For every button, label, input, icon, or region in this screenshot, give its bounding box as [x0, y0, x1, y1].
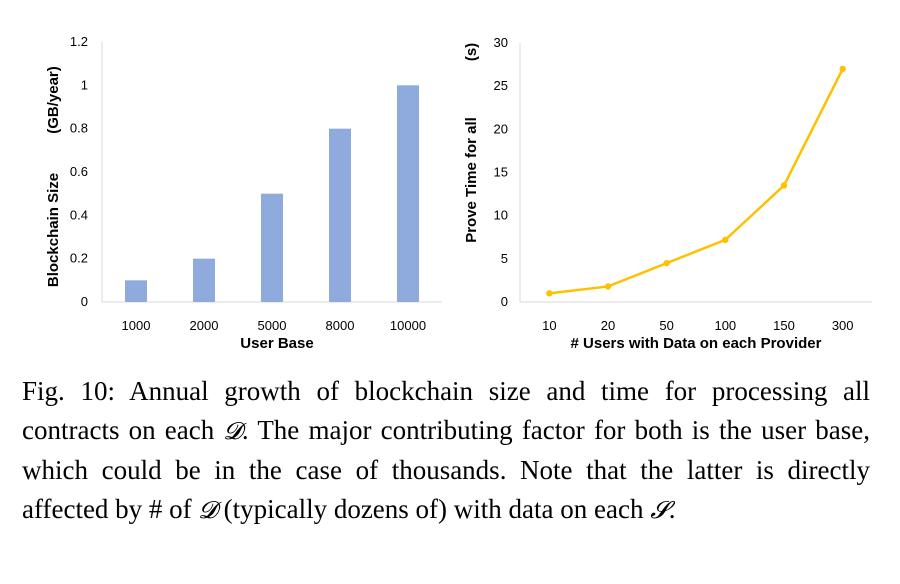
x-tick-label: 20: [601, 318, 615, 333]
data-point: [604, 283, 612, 290]
y-tick-label: 0: [501, 294, 508, 309]
y-axis-unit: (s): [463, 43, 480, 61]
y-tick-label: 1.2: [70, 34, 88, 49]
symbol-s: 𝓢: [650, 496, 669, 524]
x-tick-label: 50: [659, 318, 673, 333]
data-point: [780, 182, 788, 189]
x-tick-label: 2000: [190, 318, 219, 333]
y-tick-label: 0.8: [70, 121, 88, 136]
x-tick-label: 5000: [258, 318, 287, 333]
y-tick-label: 15: [494, 165, 508, 180]
prove-time-chart: 0 5 10 15 20 25 30 10 20 50 100 150 300 # Users wit…: [463, 35, 872, 352]
symbol-d: 𝓓: [198, 496, 217, 524]
series-line: [546, 65, 846, 297]
y-tick-label: 10: [494, 208, 508, 223]
data-point: [839, 65, 846, 73]
y-tick-labels: 0 0.2 0.4 0.6 0.8 1 1.2: [70, 34, 88, 309]
x-tick-label: 100: [714, 318, 736, 333]
symbol-d: 𝓓: [223, 417, 242, 445]
y-tick-label: 5: [501, 251, 508, 266]
series-polyline: [549, 68, 844, 295]
figure: 00.20.40.60.811.2 1000 2000 5000 8000 10000 …: [45, 34, 872, 352]
x-axis-title: User Base: [240, 335, 313, 352]
y-axis-unit: (GB/year): [45, 66, 62, 134]
y-tick-label: 0.4: [70, 207, 88, 222]
caption-line-1: Fig. 10: Annual growth of blockchain siz…: [22, 376, 697, 406]
y-axis-title: Prove Time for all: [463, 117, 480, 243]
x-tick-label: 150: [773, 318, 795, 333]
y-tick-label: 1: [81, 77, 88, 92]
x-tick-label: 10: [542, 318, 556, 333]
caption-line-2: processing all contracts on each 𝓓. The …: [22, 376, 870, 445]
x-tick-labels: 1000 2000 5000 8000 10000: [122, 318, 427, 333]
x-axis-title: # Users with Data on each Provider: [571, 335, 822, 352]
y-axis-title: Blockchain Size: [45, 173, 62, 287]
x-tick-label: 10000: [390, 318, 426, 333]
y-tick-labels: 0 5 10 15 20 25 30: [494, 35, 508, 309]
caption-line-5: (typically dozens of) with data on each …: [223, 494, 676, 524]
bars: [125, 85, 419, 302]
bar: [261, 193, 283, 302]
blockchain-size-chart: 00.20.40.60.811.2 1000 2000 5000 8000 10000 …: [45, 34, 442, 352]
figure-caption: Fig. 10: Annual growth of blockchain siz…: [22, 372, 870, 530]
x-tick-label: 300: [832, 318, 854, 333]
bar: [397, 85, 419, 302]
caption-line-3: factor for both is the user base, which …: [22, 415, 871, 485]
bar: [125, 280, 147, 302]
x-tick-label: 8000: [326, 318, 355, 333]
data-point: [722, 236, 729, 244]
bar: [329, 128, 351, 302]
caption-line-4: thousands. Note that the latter is direc…: [22, 455, 870, 524]
y-tick-label: 0.2: [70, 251, 88, 266]
y-tick-label: 0: [81, 294, 88, 309]
data-point: [663, 259, 670, 267]
x-tick-label: 1000: [122, 318, 151, 333]
y-tick-label: 0.6: [70, 164, 88, 179]
data-point: [546, 290, 553, 297]
y-tick-label: 20: [494, 121, 508, 136]
y-tick-label: 30: [494, 35, 508, 50]
y-tick-label: 25: [494, 78, 508, 93]
bar: [193, 258, 215, 302]
x-tick-labels: 10 20 50 100 150 300: [542, 318, 853, 333]
